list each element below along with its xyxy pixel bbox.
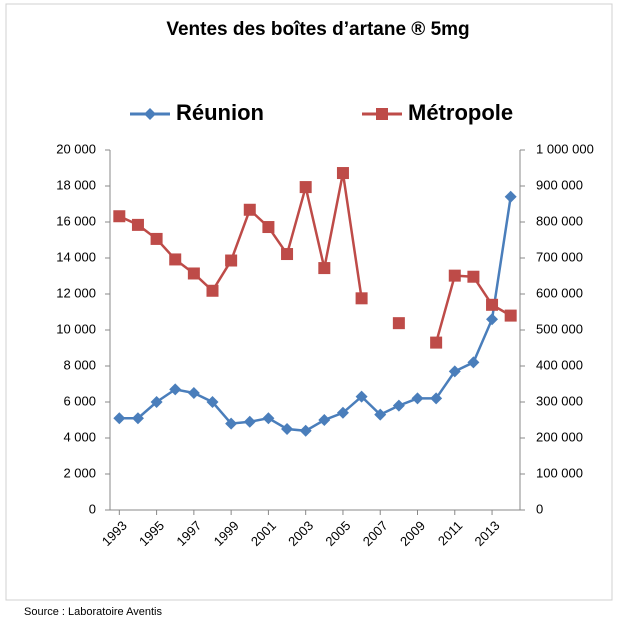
y2-tick-label: 1 000 000 [536,141,594,156]
x-tick-label: 1995 [136,518,167,549]
data-point [467,270,480,283]
y-tick-label: 4 000 [63,429,96,444]
y2-tick-label: 0 [536,501,543,516]
data-point [206,284,219,297]
data-point [243,415,256,428]
data-point [169,253,182,266]
y-tick-label: 14 000 [56,249,96,264]
y-tick-label: 20 000 [56,141,96,156]
x-tick-label: 1999 [211,518,242,549]
y-tick-label: 10 000 [56,321,96,336]
y2-tick-label: 300 000 [536,393,583,408]
x-tick-label: 2007 [360,518,391,549]
data-point [318,262,331,275]
data-point [131,412,144,425]
data-point [504,190,517,203]
source: Source : Laboratoire Aventis [24,606,162,618]
y-tick-label: 18 000 [56,177,96,192]
chart-frame [5,3,613,601]
x-tick-label: 1993 [99,518,130,549]
data-point [206,396,219,408]
y2-tick-label: 400 000 [536,357,583,372]
y2-tick-label: 500 000 [536,321,583,336]
data-point [392,399,405,412]
y2-tick-label: 100 000 [536,465,583,480]
data-point [486,298,499,311]
data-point [150,232,163,245]
y-tick-label: 16 000 [56,213,96,228]
data-point [113,210,126,223]
data-point [336,167,349,180]
data-point [299,424,312,437]
y-tick-label: 6 000 [63,393,96,408]
data-point [150,396,163,408]
data-point [299,181,312,194]
data-point [467,356,480,369]
legend-label: Réunion [176,100,264,125]
data-point [262,412,275,425]
y2-tick-label: 700 000 [536,249,583,264]
data-point [131,218,144,231]
x-tick-label: 1997 [173,518,204,549]
data-point [187,387,200,399]
y-tick-label: 2 000 [63,465,96,480]
legend-marker [144,108,156,120]
data-point [355,390,368,403]
data-point [430,392,443,405]
data-point [486,313,499,326]
data-point [392,317,405,330]
legend-marker [376,108,388,120]
data-point [318,414,331,426]
data-point [448,365,461,378]
y2-tick-label: 200 000 [536,429,583,444]
y-tick-label: 8 000 [63,357,96,372]
x-tick-label: 2005 [322,518,353,549]
y-tick-label: 0 [89,501,96,516]
series-line [119,196,512,433]
data-point [281,423,294,435]
y2-tick-label: 600 000 [536,285,583,300]
data-point [504,309,517,322]
x-tick-label: 2001 [248,518,279,549]
data-point [430,336,443,349]
y-tick-label: 12 000 [56,285,96,300]
x-tick-label: 2013 [472,518,503,549]
chart-title: Ventes des boîtes d’artane ® 5mg [166,19,469,40]
data-point [411,392,424,405]
data-point [448,269,461,282]
x-tick-label: 2011 [435,518,465,548]
y2-tick-label: 900 000 [536,177,583,192]
data-point [225,417,238,430]
data-point [262,221,275,234]
x-tick-label: 2009 [397,518,428,549]
data-point [113,412,126,425]
data-point [243,203,256,216]
data-point [169,383,182,396]
data-point [225,254,238,267]
data-point [187,267,200,280]
data-point [374,408,387,421]
y2-tick-label: 800 000 [536,213,583,228]
x-tick-label: 2003 [285,518,316,549]
data-point [281,248,294,261]
data-point [336,406,349,419]
data-point [355,292,368,305]
legend-label: Métropole [408,100,513,125]
